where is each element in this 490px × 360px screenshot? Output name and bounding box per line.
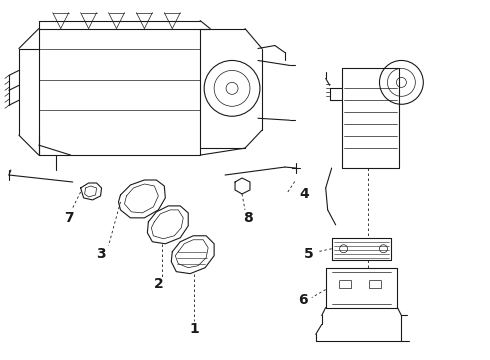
Text: 7: 7 — [64, 211, 74, 225]
Text: 3: 3 — [96, 247, 105, 261]
Text: 5: 5 — [304, 247, 314, 261]
Text: 6: 6 — [298, 293, 308, 306]
Text: 1: 1 — [189, 323, 199, 337]
Text: 8: 8 — [243, 211, 253, 225]
Text: 2: 2 — [153, 276, 163, 291]
Text: 4: 4 — [300, 187, 310, 201]
